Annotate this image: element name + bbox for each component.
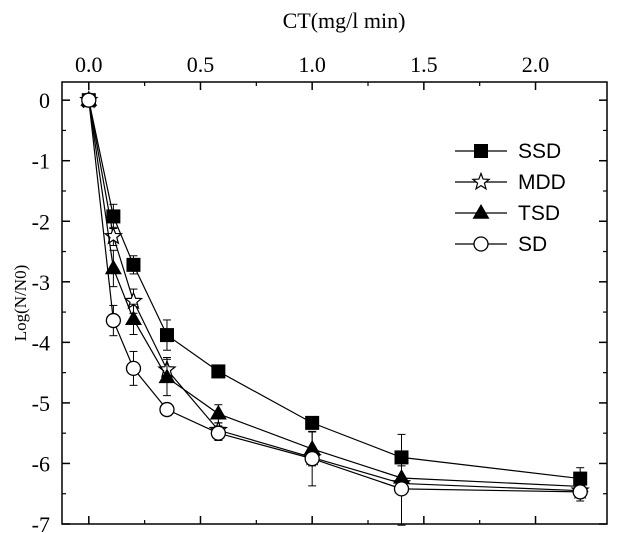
data-point: [81, 92, 97, 108]
series-sd: [81, 92, 588, 526]
data-point: [572, 484, 588, 500]
series-line: [88, 100, 581, 488]
series-tsd: [80, 91, 589, 494]
legend-item-mdd: MDD: [455, 171, 566, 194]
data-point: [209, 404, 227, 420]
data-point: [105, 312, 122, 329]
y-tick-label: -4: [32, 330, 50, 355]
data-series: [79, 89, 590, 526]
legend-marker: [472, 203, 490, 219]
x-axis: 0.0 0.5 1.0 1.5 2.0: [75, 52, 549, 524]
data-point: [393, 481, 410, 497]
legend: SSD MDD TSD SD: [455, 140, 566, 256]
x-tick-label: 2.0: [522, 52, 550, 77]
y-tick-label: 0: [39, 88, 50, 113]
x-tick-label: 0.0: [75, 52, 103, 77]
legend-label: SSD: [518, 140, 561, 163]
y-tick-label: -5: [32, 391, 50, 416]
data-point: [158, 368, 176, 384]
series-line: [88, 100, 581, 493]
y-tick-label: -6: [32, 451, 50, 476]
x-tick-label: 1.0: [298, 52, 326, 77]
data-point: [126, 257, 141, 272]
legend-label: SD: [518, 233, 547, 256]
y-axis: 0 -1 -2 -3 -4 -5 -6 -7: [32, 88, 607, 533]
data-point: [125, 360, 142, 377]
data-point: [304, 450, 320, 467]
series-mdd: [79, 89, 590, 499]
legend-item-ssd: SSD: [455, 140, 561, 163]
x-tick-label: 1.5: [410, 52, 438, 77]
data-point: [103, 226, 124, 245]
y-tick-label: -2: [32, 209, 50, 234]
legend-label: TSD: [518, 202, 560, 225]
series-ssd: [81, 93, 588, 490]
data-point: [305, 415, 320, 430]
data-point: [159, 401, 175, 418]
x-axis-title: CT(mg/l min): [283, 8, 406, 33]
legend-marker: [473, 236, 489, 252]
y-tick-label: -7: [32, 512, 50, 533]
data-point: [211, 364, 226, 379]
x-tick-label: 0.5: [187, 52, 215, 77]
y-axis-title: Log(N/N0): [11, 265, 30, 341]
plot-frame: [61, 81, 608, 525]
legend-item-tsd: TSD: [455, 202, 560, 225]
legend-marker: [474, 144, 488, 158]
y-tick-label: -3: [32, 270, 50, 295]
series-line: [88, 100, 581, 480]
data-point: [125, 310, 142, 326]
legend-marker: [471, 171, 491, 191]
legend-label: MDD: [518, 171, 566, 194]
data-point: [159, 328, 174, 343]
data-point: [104, 259, 122, 275]
legend-item-sd: SD: [455, 233, 547, 256]
data-point: [210, 425, 227, 441]
series-line: [88, 100, 581, 492]
y-tick-label: -1: [32, 149, 50, 174]
